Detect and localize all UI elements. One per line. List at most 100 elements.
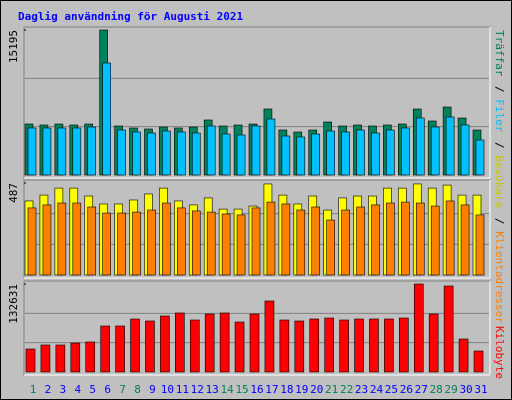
bar xyxy=(371,204,380,276)
x-tick-label: 10 xyxy=(161,383,174,396)
bar xyxy=(177,131,186,176)
bar xyxy=(236,134,246,176)
bar xyxy=(445,200,455,276)
bar xyxy=(42,127,52,176)
x-tick-label: 20 xyxy=(310,383,323,396)
legend-separator: / xyxy=(493,79,506,99)
x-tick-label: 27 xyxy=(415,383,428,396)
bar xyxy=(326,130,335,176)
bar xyxy=(72,127,82,176)
y-tick-label: 15195 xyxy=(7,30,20,63)
x-tick-label: 12 xyxy=(191,383,204,396)
x-tick-label: 18 xyxy=(280,383,293,396)
bar xyxy=(251,125,261,176)
x-tick-label: 21 xyxy=(325,383,338,396)
bar xyxy=(401,127,410,176)
bar xyxy=(234,321,245,373)
bar xyxy=(117,212,126,276)
bar xyxy=(399,317,409,373)
x-tick-label: 11 xyxy=(176,383,189,396)
bar xyxy=(311,206,321,276)
bar xyxy=(281,203,291,276)
bar xyxy=(191,210,201,276)
bar xyxy=(177,207,186,276)
x-tick-label: 14 xyxy=(221,383,235,396)
bar xyxy=(445,116,455,176)
bar xyxy=(296,209,306,276)
bar xyxy=(40,344,51,373)
bar xyxy=(384,318,394,373)
bar xyxy=(309,318,320,373)
bar xyxy=(206,125,216,176)
bar xyxy=(251,207,261,276)
bar xyxy=(264,300,275,373)
bar xyxy=(132,211,141,276)
bar xyxy=(281,135,291,176)
bar xyxy=(473,350,484,373)
bar xyxy=(72,202,82,276)
bar xyxy=(70,342,81,373)
legend: Kilobyte xyxy=(493,326,506,379)
bar xyxy=(324,317,334,373)
bar xyxy=(249,313,260,373)
legend-entry: Filer xyxy=(493,99,506,132)
x-tick-label: 6 xyxy=(104,383,111,396)
bar xyxy=(191,132,201,176)
bar xyxy=(475,139,485,176)
bar xyxy=(115,325,125,373)
legend: Träffar / Filer / Besökare / Klientadres… xyxy=(493,30,506,324)
legend-entry: Klientadresser xyxy=(493,231,506,324)
bar xyxy=(162,130,171,176)
x-tick-label: 16 xyxy=(250,383,263,396)
bar xyxy=(371,132,380,176)
bar xyxy=(57,127,67,176)
bar xyxy=(354,318,364,373)
y-tick-label: 132631 xyxy=(7,284,20,324)
legend-entry: Träffar xyxy=(493,30,506,77)
bar xyxy=(27,207,37,276)
x-tick-label: 30 xyxy=(459,383,472,396)
x-tick-label: 29 xyxy=(445,383,458,396)
x-tick-label: 8 xyxy=(134,383,141,396)
legend-separator: / xyxy=(493,135,506,155)
bar xyxy=(415,117,425,176)
bar xyxy=(189,319,200,373)
y-tick-label: 487 xyxy=(7,183,20,203)
x-tick-label: 3 xyxy=(60,383,67,396)
bar xyxy=(266,201,276,276)
bar xyxy=(460,204,470,276)
bar xyxy=(221,213,231,276)
bar xyxy=(102,212,111,276)
bar xyxy=(294,320,305,373)
legend-entry: Kilobyte xyxy=(493,326,506,379)
bar xyxy=(147,132,156,176)
x-tick-label: 23 xyxy=(355,383,368,396)
bar xyxy=(326,219,335,276)
bar xyxy=(443,285,454,373)
bar xyxy=(356,129,365,176)
legend-separator: / xyxy=(493,211,506,231)
bar xyxy=(296,136,306,176)
bar xyxy=(369,318,379,373)
legend-entry: Besökare xyxy=(493,155,506,208)
bar xyxy=(413,283,424,373)
bar xyxy=(341,131,350,176)
x-tick-label: 9 xyxy=(149,383,156,396)
bar xyxy=(117,129,126,176)
bar xyxy=(428,313,439,373)
bar xyxy=(100,325,110,373)
bar xyxy=(42,204,52,276)
x-tick-label: 25 xyxy=(385,383,398,396)
x-tick-label: 15 xyxy=(235,383,248,396)
bar xyxy=(356,206,365,276)
x-tick-label: 7 xyxy=(119,383,126,396)
bar xyxy=(311,133,321,176)
x-tick-label: 22 xyxy=(340,383,353,396)
x-tick-label: 28 xyxy=(430,383,443,396)
bar xyxy=(87,206,97,276)
bar xyxy=(175,312,185,373)
x-tick-label: 1 xyxy=(30,383,37,396)
bar xyxy=(430,205,440,276)
bar xyxy=(339,319,349,373)
x-tick-label: 31 xyxy=(474,383,487,396)
